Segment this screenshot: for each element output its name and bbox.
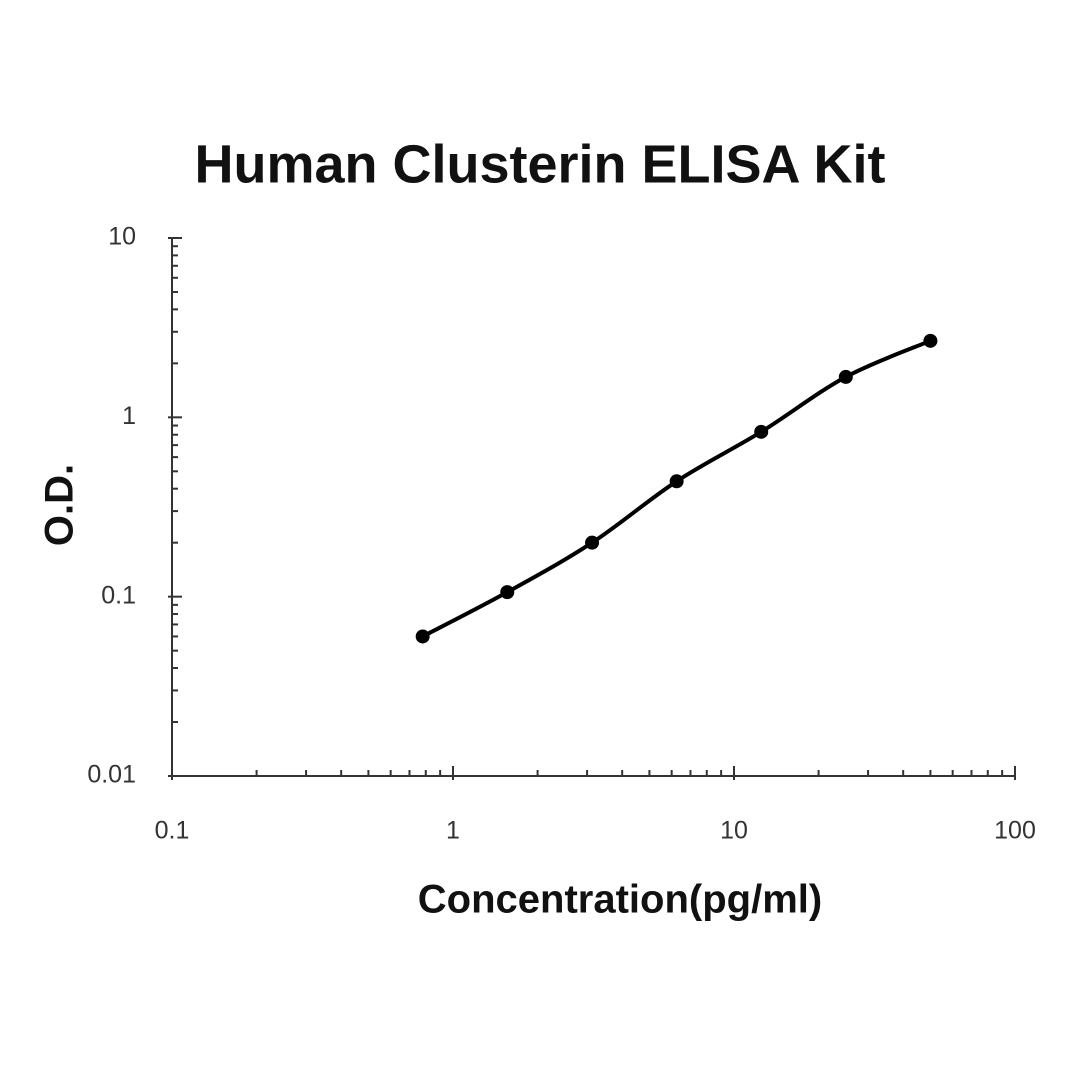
- x-tick-label: 100: [994, 817, 1036, 845]
- x-axis-label: Concentration(pg/ml): [418, 878, 822, 922]
- x-tick-label: 0.1: [155, 817, 190, 845]
- data-point: [669, 474, 684, 489]
- y-axis-label: O.D.: [38, 464, 82, 546]
- x-tick-label: 1: [446, 817, 460, 845]
- data-point: [923, 333, 938, 348]
- fit-line: [421, 339, 932, 639]
- y-tick-label: 0.01: [87, 761, 136, 789]
- data-point: [415, 629, 430, 644]
- data-point: [754, 424, 769, 439]
- y-tick-label: 0.1: [101, 581, 136, 609]
- y-tick-label: 10: [108, 223, 136, 251]
- x-tick-label: 10: [720, 817, 748, 845]
- chart-title: Human Clusterin ELISA Kit: [194, 134, 885, 194]
- y-tick-label: 1: [122, 402, 136, 430]
- data-point: [838, 369, 853, 384]
- data-point: [585, 535, 600, 550]
- data-point: [500, 585, 515, 600]
